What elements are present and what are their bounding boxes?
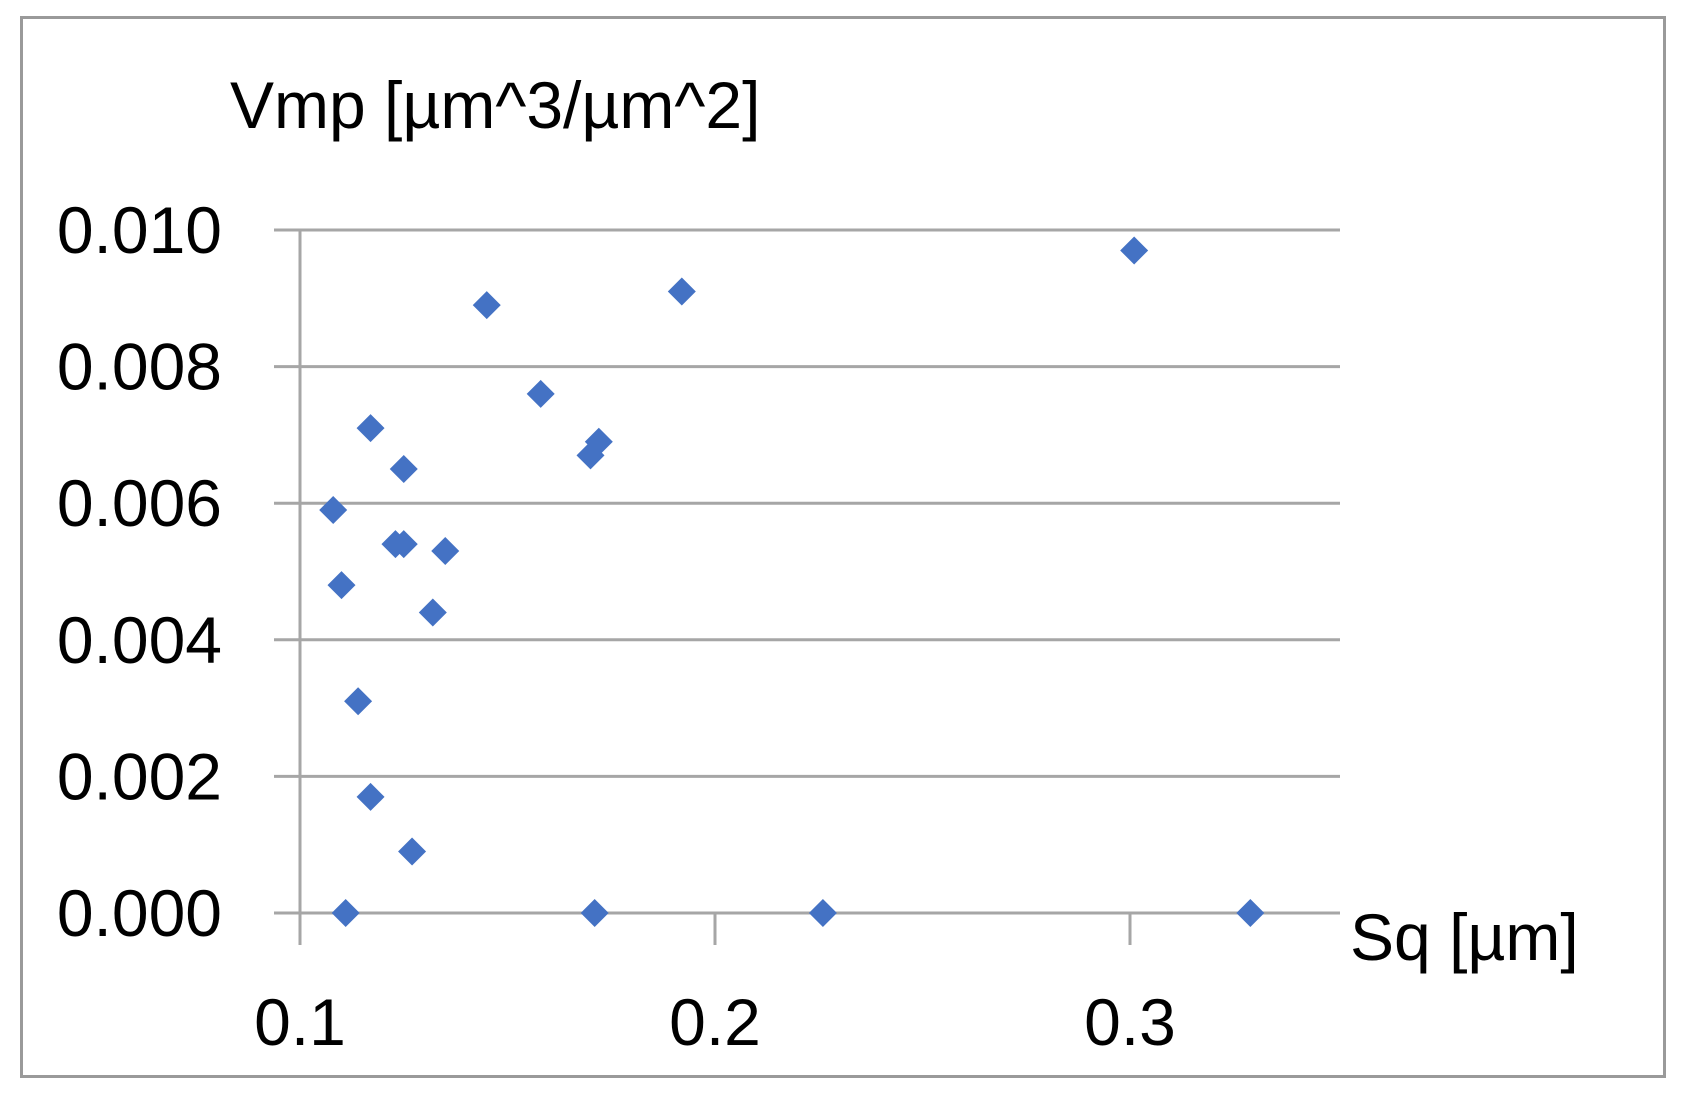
data-point-marker bbox=[344, 687, 373, 716]
data-point-marker bbox=[331, 899, 360, 927]
data-point-marker bbox=[356, 414, 385, 443]
y-tick-label: 0.008 bbox=[57, 330, 222, 404]
x-tick-label: 0.1 bbox=[254, 985, 346, 1059]
tick-label-layer: 0.000 0.002 0.004 0.006 0.008 0.010 0.1 0.2 0.3 bbox=[57, 193, 1176, 1059]
y-tick-label: 0.010 bbox=[57, 193, 222, 267]
data-point-marker bbox=[327, 571, 356, 600]
grid-layer bbox=[274, 228, 1340, 915]
x-tick-label: 0.3 bbox=[1084, 985, 1176, 1059]
data-point-marker bbox=[667, 277, 696, 306]
y-tick-label: 0.004 bbox=[57, 603, 222, 677]
data-point-marker bbox=[1120, 236, 1149, 265]
data-point-marker bbox=[418, 598, 447, 627]
y-tick-label: 0.006 bbox=[57, 466, 222, 540]
data-point-marker bbox=[398, 837, 427, 866]
y-tick-label: 0.002 bbox=[57, 739, 222, 813]
chart-frame bbox=[20, 16, 1666, 1078]
x-axis-title: Sq [µm] bbox=[1350, 900, 1579, 974]
data-point-marker bbox=[472, 291, 501, 320]
data-point-marker bbox=[808, 899, 837, 927]
y-axis-title: Vmp [µm^3/µm^2] bbox=[230, 68, 760, 142]
data-point-marker bbox=[389, 530, 418, 559]
data-point-marker bbox=[431, 537, 460, 566]
axis-layer bbox=[298, 230, 1132, 945]
marker-layer bbox=[319, 236, 1265, 927]
data-point-marker bbox=[576, 441, 605, 470]
data-point-marker bbox=[1236, 899, 1265, 927]
data-point-marker bbox=[389, 455, 418, 484]
data-point-marker bbox=[319, 496, 348, 525]
data-point-marker bbox=[356, 782, 385, 811]
data-point-marker bbox=[526, 379, 555, 408]
y-tick-label: 0.000 bbox=[57, 876, 222, 950]
x-tick-label: 0.2 bbox=[669, 985, 761, 1059]
data-point-marker bbox=[580, 899, 609, 927]
